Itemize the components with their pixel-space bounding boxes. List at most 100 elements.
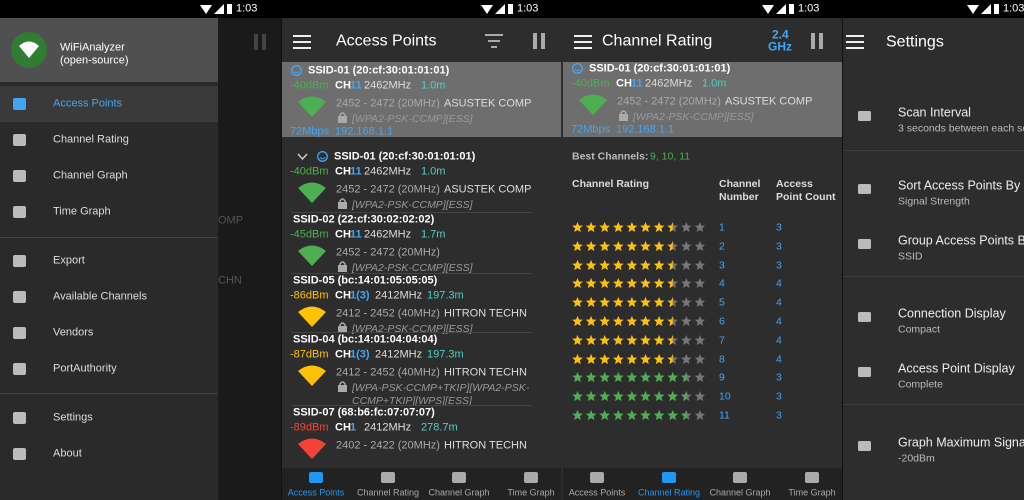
settings-divider <box>843 404 1024 405</box>
menu-button <box>574 35 592 49</box>
channel-label: CH <box>335 165 351 178</box>
setting-summary: Compact <box>898 323 941 336</box>
drawer-item[interactable] <box>0 436 218 472</box>
drawer-icon <box>13 134 26 146</box>
drawer-item-label: Access Points <box>53 97 123 110</box>
app-name: WiFiAnalyzer <box>60 41 125 54</box>
channel-label: CH <box>335 289 351 302</box>
frequency-range: 2452 - 2472 (20MHz) <box>336 183 440 196</box>
security: [WPA2-PSK-CCMP][ESS] <box>633 111 754 123</box>
rating-stars <box>572 391 706 402</box>
vendor: ASUSTEK COMP <box>444 97 532 110</box>
bottom-nav <box>282 468 561 500</box>
frequency: 2462MHz <box>364 79 412 92</box>
menu-button <box>846 35 864 49</box>
signal-level: -87dBm <box>290 348 329 361</box>
app-subtitle: (open-source) <box>60 54 129 67</box>
column-header: Access Point Count <box>776 178 836 203</box>
lock-icon <box>619 110 628 121</box>
expand-chevron <box>297 153 308 161</box>
background-text: OMP <box>218 214 244 227</box>
ssid: SSID-01 (20:cf:30:01:01:01) <box>589 62 731 75</box>
pause-button <box>254 34 266 50</box>
setting-summary: SSID <box>898 250 923 263</box>
rating-stars <box>572 297 706 308</box>
signal-level: -45dBm <box>290 228 329 241</box>
clock: 1:03 <box>798 2 820 15</box>
bottom-nav <box>563 468 842 500</box>
ssid: SSID-07 (68:b6:fc:07:07:07) <box>293 406 435 419</box>
access-point-count: 4 <box>776 334 782 347</box>
settings-divider <box>843 276 1024 277</box>
drawer-icon <box>13 448 26 460</box>
access-point-count: 3 <box>776 409 782 422</box>
drawer-item-label: PortAuthority <box>53 362 117 375</box>
frequency-range: 2452 - 2472 (20MHz) <box>617 95 721 108</box>
tab-label: Channel Graph <box>709 487 771 498</box>
vendor: HITRON TECHN <box>444 307 527 320</box>
drawer-item[interactable] <box>0 400 218 436</box>
tab-icon <box>309 472 323 483</box>
distance: 1.0m <box>421 165 446 178</box>
signal-level: -86dBm <box>290 289 329 302</box>
distance: 1.0m <box>702 77 727 90</box>
row-divider <box>291 332 531 333</box>
status-icons <box>200 4 232 14</box>
channel: 1(3) <box>350 348 370 361</box>
status-bar <box>562 0 842 18</box>
clock: 1:03 <box>517 2 539 15</box>
access-point-count: 4 <box>776 315 782 328</box>
filter-button <box>485 34 503 48</box>
rating-stars <box>572 334 706 345</box>
signal-icon <box>298 365 326 386</box>
lock-icon <box>338 381 347 392</box>
channel: 1 <box>350 421 357 434</box>
channel: 11 <box>350 79 362 92</box>
setting-title: Connection Display <box>898 306 1006 321</box>
tab-label: Channel Rating <box>637 487 701 498</box>
ssid: SSID-04 (bc:14:01:04:04:04) <box>293 333 438 346</box>
tab-label: Time Graph <box>507 487 555 498</box>
status-icons <box>762 4 794 14</box>
drawer-icon <box>13 170 26 182</box>
setting-summary: -20dBm <box>898 452 935 465</box>
panel-divider <box>842 18 843 500</box>
signal-icon <box>298 438 326 459</box>
signal-level: -40dBm <box>290 79 329 92</box>
drawer-item[interactable] <box>0 315 218 351</box>
panel-divider <box>281 18 282 500</box>
distance: 278.7m <box>421 421 458 434</box>
rating-stars <box>572 316 706 326</box>
rating-stars <box>572 278 706 289</box>
tab-icon <box>524 472 538 483</box>
signal-icon <box>579 94 607 115</box>
toolbar-title: Access Points <box>336 32 437 50</box>
frequency-range: 2412 - 2452 (40MHz) <box>336 307 440 320</box>
signal-level: -40dBm <box>290 165 329 178</box>
setting-title: Access Point Display <box>898 361 1015 376</box>
settings-divider <box>843 150 1024 151</box>
drawer-icon <box>13 363 26 375</box>
rating-stars <box>572 353 706 364</box>
rating-stars <box>572 259 706 270</box>
access-point-count: 3 <box>776 259 782 272</box>
toolbar-title: Channel Rating <box>602 32 713 50</box>
row-divider <box>291 273 531 274</box>
row-divider <box>291 405 531 406</box>
frequency: 2462MHz <box>364 228 412 241</box>
channel-label: CH <box>335 228 351 241</box>
vendor: ASUSTEK COMP <box>444 183 532 196</box>
tab-label: Access Points <box>287 487 345 498</box>
status-bar <box>281 0 562 18</box>
settings-icon <box>858 111 871 121</box>
drawer-selection <box>0 86 218 122</box>
menu-button <box>293 35 311 49</box>
tab-label: Channel Rating <box>356 487 420 498</box>
signal-icon <box>298 182 326 203</box>
distance: 1.7m <box>421 228 446 241</box>
setting-title: Group Access Points By <box>898 233 1024 248</box>
drawer-icon <box>13 327 26 339</box>
drawer-item[interactable] <box>0 243 218 279</box>
smiley-icon <box>291 65 302 76</box>
tab-icon <box>733 472 747 483</box>
